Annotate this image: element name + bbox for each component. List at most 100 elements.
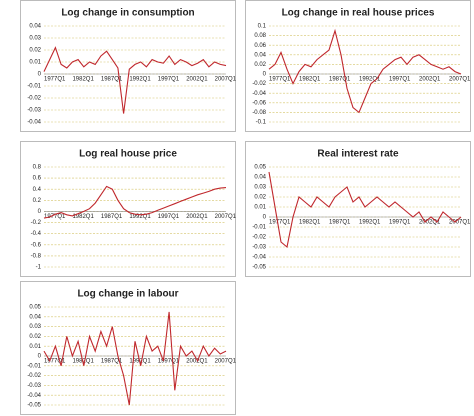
panel-border [20,281,236,415]
panel-border [20,141,236,277]
y-tick-label: 0.1 [258,24,267,30]
data-line [43,311,227,406]
x-tick-label: 2007Q1 [215,214,237,220]
y-tick-label: 0.06 [254,43,266,49]
y-tick-label: -1 [36,265,42,271]
data-line [43,46,227,114]
y-tick-label: 0.6 [33,176,42,182]
x-tick-label: 1982Q1 [72,359,94,365]
x-tick-label: 1987Q1 [101,214,123,220]
x-tick-label: 1977Q1 [44,214,66,220]
y-tick-label: 0.04 [254,175,266,181]
x-tick-label: 1982Q1 [72,77,94,83]
x-tick-label: 1992Q1 [129,77,151,83]
y-tick-label: 0.01 [29,344,41,350]
y-tick-label: -0.06 [252,100,266,106]
x-tick-label: 1982Q1 [72,214,94,220]
panel-border [20,0,236,132]
chart-title: Log change in consumption [61,8,194,19]
y-tick-label: -0.03 [252,245,266,251]
y-tick-label: -0.2 [31,220,42,226]
y-tick-label: -0.02 [252,235,266,241]
chart-title: Log change in real house prices [282,8,435,19]
y-tick-label: 0.8 [33,165,42,171]
x-tick-label: 1977Q1 [269,77,291,83]
x-tick-label: 1997Q1 [158,77,180,83]
x-tick-label: 1977Q1 [269,220,291,226]
chart-panel: Log change in real house prices 0.1 0.08 0.… [245,0,471,132]
y-tick-label: 0.04 [29,314,41,320]
x-tick-label: 1982Q1 [299,220,321,226]
x-tick-label: 2002Q1 [419,77,441,83]
y-tick-label: 0.01 [254,205,266,211]
data-line [268,171,462,249]
y-tick-label: -0.6 [31,242,42,248]
y-tick-label: 0.02 [254,195,266,201]
y-tick-label: -0.4 [31,231,42,237]
y-tick-label: -0.04 [252,91,266,97]
chart-title: Log change in labour [77,289,178,300]
chart-panel: Real interest rate 0.05 0.04 0.03 0.02 0.01 0 -… [245,141,471,277]
x-tick-label: 2007Q1 [449,77,471,83]
x-tick-label: 1992Q1 [129,359,151,365]
x-tick-label: 1987Q1 [101,359,123,365]
x-tick-label: 1987Q1 [101,77,123,83]
x-tick-label: 1987Q1 [329,77,351,83]
chart-panel: Log change in consumption 0.04 0.03 0.02 0.0… [20,0,237,132]
y-tick-label: -0.03 [27,108,41,114]
y-tick-label: -0.04 [252,255,266,261]
y-tick-label: -0.05 [252,265,266,271]
x-tick-label: 1987Q1 [329,220,351,226]
chart-panel: Log change in labour 0.05 0.04 0.03 0.02 0.01… [20,281,237,415]
y-tick-label: -0.08 [252,110,266,116]
y-tick-label: 0.02 [29,334,41,340]
data-line [268,28,462,114]
data-line [43,185,227,219]
y-tick-label: -0.1 [256,120,267,126]
x-tick-label: 1977Q1 [44,359,66,365]
y-tick-label: 0.03 [29,324,41,330]
x-tick-label: 2007Q1 [215,77,237,83]
panel-border [245,0,471,132]
x-tick-label: 1992Q1 [359,220,381,226]
y-tick-label: 0 [38,72,42,78]
y-tick-label: 0 [38,209,42,215]
y-tick-label: 0.04 [254,52,266,58]
y-tick-label: 0.05 [29,305,41,311]
panel-border [245,141,471,277]
x-tick-label: 2007Q1 [215,359,237,365]
y-tick-label: 0.4 [33,187,42,193]
y-tick-label: 0.02 [254,62,266,68]
x-tick-label: 2002Q1 [186,214,208,220]
y-tick-label: 0.08 [254,33,266,39]
y-tick-label: -0.8 [31,253,42,259]
x-tick-label: 2002Q1 [419,220,441,226]
y-tick-label: -0.05 [27,403,41,409]
y-tick-label: 0.01 [29,60,41,66]
y-tick-label: -0.04 [27,120,41,126]
y-tick-label: 0 [263,72,267,78]
y-tick-label: -0.02 [27,373,41,379]
x-tick-label: 1997Q1 [158,214,180,220]
y-tick-label: -0.01 [27,84,41,90]
x-tick-label: 1997Q1 [389,220,411,226]
y-tick-label: 0.05 [254,165,266,171]
y-tick-label: 0.2 [33,198,42,204]
x-tick-label: 2002Q1 [186,359,208,365]
y-tick-label: -0.01 [27,363,41,369]
y-tick-label: 0.02 [29,48,41,54]
y-tick-label: -0.03 [27,383,41,389]
x-tick-label: 1997Q1 [389,77,411,83]
x-tick-label: 1977Q1 [44,77,66,83]
y-tick-label: -0.02 [252,81,266,87]
y-tick-label: -0.04 [27,393,41,399]
y-tick-label: 0 [38,354,42,360]
y-tick-label: -0.02 [27,96,41,102]
y-tick-label: 0.03 [29,36,41,42]
x-tick-label: 1997Q1 [158,359,180,365]
chart-title: Log real house price [79,149,177,160]
x-tick-label: 2007Q1 [449,220,471,226]
chart-title: Real interest rate [317,149,399,160]
y-tick-label: -0.01 [252,225,266,231]
